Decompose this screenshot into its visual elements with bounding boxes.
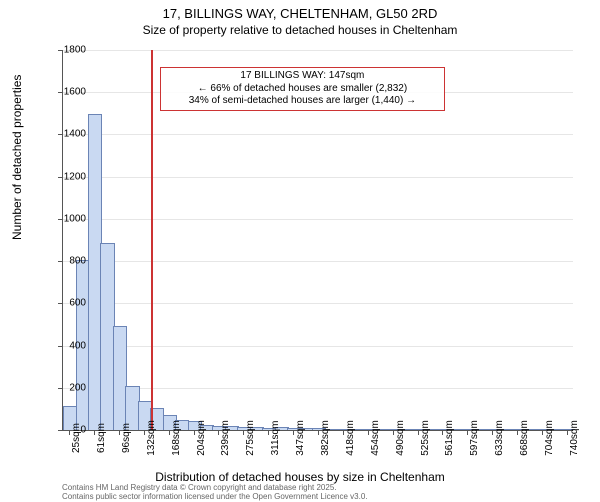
xtick-mark: [418, 430, 419, 435]
xtick-label: 311sqm: [270, 421, 281, 456]
chart-title: 17, BILLINGS WAY, CHELTENHAM, GL50 2RD S…: [0, 0, 600, 38]
annotation-box: 17 BILLINGS WAY: 147sqm← 66% of detached…: [160, 67, 445, 111]
y-axis-label: Number of detached properties: [10, 75, 24, 240]
xtick-label: 132sqm: [146, 420, 157, 456]
xtick-label: 418sqm: [345, 420, 356, 456]
xtick-mark: [194, 430, 195, 435]
annotation-line: 34% of semi-detached houses are larger (…: [165, 95, 440, 108]
gridline: [63, 261, 573, 262]
property-marker-line: [151, 50, 153, 430]
xtick-label: 490sqm: [395, 420, 406, 456]
ytick-label: 1600: [46, 87, 86, 98]
xtick-label: 382sqm: [320, 420, 331, 456]
xtick-label: 239sqm: [220, 420, 231, 456]
ytick-label: 800: [46, 256, 86, 267]
gridline: [63, 303, 573, 304]
footer-attribution: Contains HM Land Registry data © Crown c…: [62, 484, 368, 502]
xtick-label: 633sqm: [494, 420, 505, 456]
ytick-label: 400: [46, 340, 86, 351]
title-line-1: 17, BILLINGS WAY, CHELTENHAM, GL50 2RD: [0, 6, 600, 23]
xtick-label: 668sqm: [519, 420, 530, 456]
ytick-label: 600: [46, 298, 86, 309]
xtick-mark: [492, 430, 493, 435]
title-line-2: Size of property relative to detached ho…: [0, 23, 600, 39]
xtick-label: 347sqm: [295, 420, 306, 456]
xtick-mark: [368, 430, 369, 435]
annotation-line: ← 66% of detached houses are smaller (2,…: [165, 83, 440, 96]
ytick-label: 1200: [46, 171, 86, 182]
xtick-mark: [119, 430, 120, 435]
xtick-mark: [144, 430, 145, 435]
xtick-label: 597sqm: [469, 420, 480, 456]
gridline: [63, 219, 573, 220]
xtick-label: 704sqm: [544, 420, 555, 456]
xtick-mark: [169, 430, 170, 435]
ytick-label: 1000: [46, 213, 86, 224]
xtick-label: 96sqm: [121, 423, 132, 453]
gridline: [63, 388, 573, 389]
gridline: [63, 50, 573, 51]
xtick-label: 275sqm: [245, 420, 256, 456]
xtick-label: 561sqm: [444, 420, 455, 456]
xtick-mark: [567, 430, 568, 435]
xtick-mark: [517, 430, 518, 435]
gridline: [63, 134, 573, 135]
ytick-label: 200: [46, 382, 86, 393]
xtick-mark: [318, 430, 319, 435]
gridline: [63, 346, 573, 347]
gridline: [63, 177, 573, 178]
xtick-mark: [343, 430, 344, 435]
xtick-mark: [94, 430, 95, 435]
xtick-label: 525sqm: [420, 420, 431, 456]
ytick-label: 1800: [46, 45, 86, 56]
xtick-label: 61sqm: [96, 423, 107, 453]
xtick-label: 204sqm: [196, 420, 207, 456]
xtick-mark: [293, 430, 294, 435]
xtick-mark: [393, 430, 394, 435]
footer-line-2: Contains public sector information licen…: [62, 493, 368, 502]
xtick-label: 740sqm: [569, 420, 580, 456]
x-axis-label: Distribution of detached houses by size …: [0, 470, 600, 484]
annotation-line: 17 BILLINGS WAY: 147sqm: [165, 70, 440, 83]
xtick-label: 25sqm: [71, 423, 82, 453]
xtick-label: 454sqm: [370, 420, 381, 456]
xtick-label: 168sqm: [171, 420, 182, 456]
xtick-mark: [542, 430, 543, 435]
plot-area: 17 BILLINGS WAY: 147sqm← 66% of detached…: [62, 50, 573, 431]
ytick-label: 1400: [46, 129, 86, 140]
